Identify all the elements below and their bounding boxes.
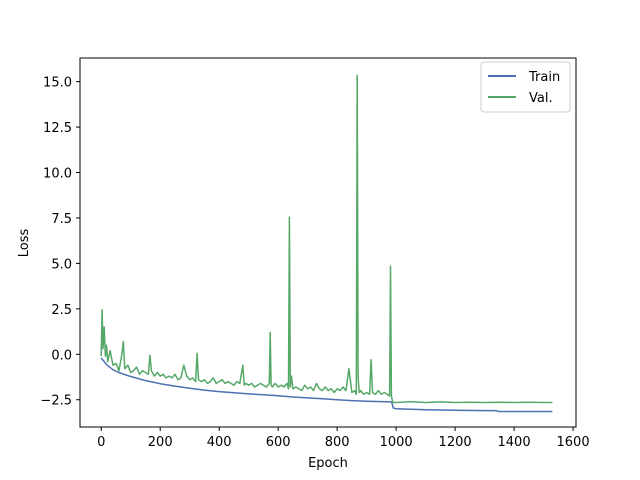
x-tick-label: 1000: [380, 435, 413, 450]
y-axis-label: Loss: [17, 229, 32, 258]
y-tick-label: 5.0: [51, 257, 72, 272]
x-tick-label: 1600: [557, 435, 590, 450]
x-tick-label: 1200: [439, 435, 472, 450]
plot-lines: [100, 74, 553, 413]
y-axis: −2.5 0.0 2.5 5.0 7.5 10.0 12.5 15.0: [40, 76, 80, 409]
legend-label-train: Train: [528, 70, 560, 85]
x-tick-label: 1400: [498, 435, 531, 450]
plot-frame: [79, 57, 577, 428]
legend-label-val: Val.: [529, 91, 553, 106]
x-tick-label: 0: [97, 435, 105, 450]
x-axis-label: Epoch: [308, 456, 348, 471]
y-tick-label: 12.5: [43, 121, 72, 136]
y-tick-label: 2.5: [51, 303, 72, 318]
x-tick-label: 400: [207, 435, 232, 450]
legend-box: [480, 61, 571, 113]
y-tick-label: 7.5: [51, 212, 72, 227]
y-tick-label: −2.5: [40, 394, 72, 409]
legend: Train Val.: [480, 61, 571, 113]
series-line-train: [100, 357, 553, 413]
x-tick-label: 200: [148, 435, 173, 450]
y-tick-label: 10.0: [43, 167, 72, 182]
y-tick-label: 15.0: [43, 76, 72, 91]
x-axis: 0 200 400 600 800 1000 1200 1400 1600: [97, 427, 590, 450]
x-tick-label: 800: [325, 435, 350, 450]
x-tick-label: 600: [266, 435, 291, 450]
series-line-val: [100, 74, 553, 404]
y-tick-label: 0.0: [51, 348, 72, 363]
